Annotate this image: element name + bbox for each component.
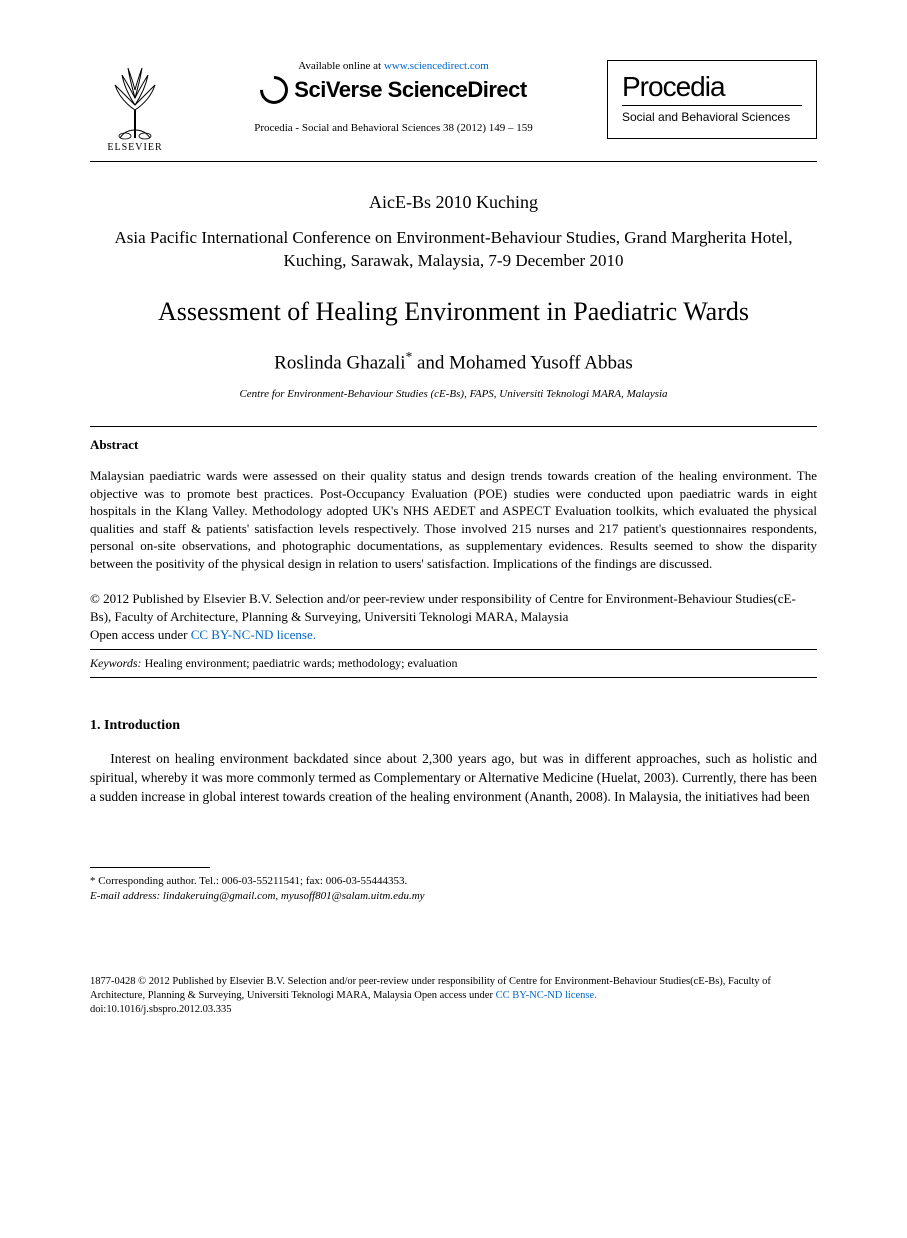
- authors: Roslinda Ghazali* and Mohamed Yusoff Abb…: [90, 349, 817, 374]
- elsevier-tree-icon: [100, 60, 170, 140]
- conference-short-name: AicE-Bs 2010 Kuching: [90, 192, 817, 213]
- keywords-bottom-rule: [90, 677, 817, 678]
- sciverse-text: SciVerse ScienceDirect: [294, 77, 526, 103]
- footnote-separator: [90, 867, 210, 868]
- keywords-line: Keywords: Healing environment; paediatri…: [90, 656, 817, 671]
- paper-title: Assessment of Healing Environment in Pae…: [90, 297, 817, 327]
- elsevier-label: ELSEVIER: [107, 142, 162, 153]
- corresponding-author-footnote: * Corresponding author. Tel.: 006-03-552…: [90, 874, 817, 905]
- keywords-top-rule: [90, 649, 817, 650]
- intro-paragraph: Interest on healing environment backdate…: [90, 750, 817, 807]
- abstract-body: Malaysian paediatric wards were assessed…: [90, 467, 817, 572]
- license-link[interactable]: CC BY-NC-ND license.: [191, 627, 316, 642]
- footnote-email-label: E-mail address: [90, 890, 157, 902]
- keywords-text: Healing environment; paediatric wards; m…: [142, 656, 458, 670]
- sciencedirect-link[interactable]: www.sciencedirect.com: [384, 60, 489, 72]
- footer-open-access-prefix: Open access under: [414, 990, 495, 1001]
- affiliation: Centre for Environment-Behaviour Studies…: [90, 388, 817, 400]
- page-footer: 1877-0428 © 2012 Published by Elsevier B…: [90, 975, 817, 1018]
- procedia-subtitle: Social and Behavioral Sciences: [622, 105, 802, 124]
- procedia-title: Procedia: [622, 71, 802, 103]
- footer-license-link[interactable]: CC BY-NC-ND license.: [496, 990, 597, 1001]
- procedia-box: Procedia Social and Behavioral Sciences: [607, 60, 817, 139]
- abstract-heading: Abstract: [90, 437, 817, 453]
- abstract-top-rule: [90, 426, 817, 427]
- header-center: Available online at www.sciencedirect.co…: [180, 60, 607, 134]
- publisher-header: ELSEVIER Available online at www.science…: [90, 60, 817, 153]
- available-online: Available online at www.sciencedirect.co…: [200, 60, 587, 72]
- sciverse-brand: SciVerse ScienceDirect: [200, 76, 587, 104]
- conference-full-name: Asia Pacific International Conference on…: [90, 227, 817, 273]
- available-prefix: Available online at: [298, 60, 384, 72]
- journal-reference: Procedia - Social and Behavioral Science…: [200, 122, 587, 134]
- copyright-text: © 2012 Published by Elsevier B.V. Select…: [90, 591, 796, 624]
- section-heading-introduction: 1. Introduction: [90, 718, 817, 734]
- sciverse-swirl-icon: [254, 70, 294, 110]
- footnote-email-value: : lindakeruing@gmail.com, myusoff801@sal…: [157, 890, 425, 902]
- keywords-label: Keywords:: [90, 656, 142, 670]
- copyright-block: © 2012 Published by Elsevier B.V. Select…: [90, 590, 817, 643]
- header-rule: [90, 161, 817, 162]
- open-access-prefix: Open access under: [90, 627, 191, 642]
- footnote-corr: * Corresponding author. Tel.: 006-03-552…: [90, 874, 817, 889]
- elsevier-logo-block: ELSEVIER: [90, 60, 180, 153]
- footer-doi: doi:10.1016/j.sbspro.2012.03.335: [90, 1003, 817, 1017]
